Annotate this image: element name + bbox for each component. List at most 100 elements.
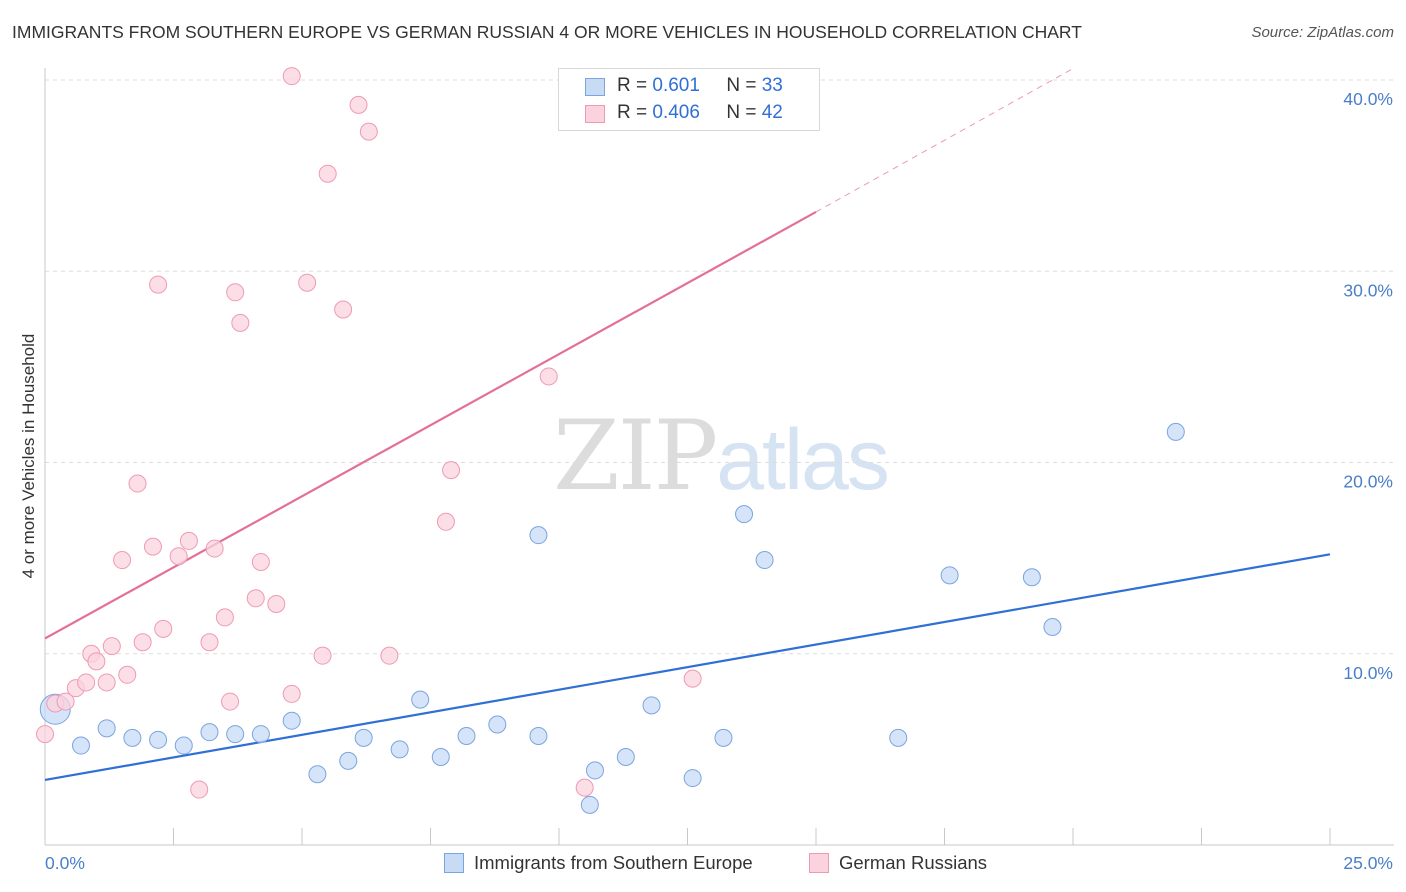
data-point-pink	[221, 692, 240, 711]
data-point-pink	[246, 589, 265, 608]
data-point-blue	[714, 728, 733, 747]
data-point-blue	[339, 751, 358, 770]
y-tick-label: 30.0%	[1343, 280, 1393, 300]
data-point-pink	[380, 646, 399, 665]
data-point-pink	[334, 300, 353, 319]
data-point-pink	[349, 95, 368, 114]
data-point-blue	[97, 719, 116, 738]
data-point-blue	[200, 723, 219, 742]
data-point-pink	[251, 552, 270, 571]
data-point-blue	[457, 726, 476, 745]
data-point-blue	[71, 736, 90, 755]
data-point-pink	[97, 673, 116, 692]
y-tick-label: 40.0%	[1343, 89, 1393, 109]
data-point-blue	[940, 566, 959, 585]
legend-swatch-blue	[585, 78, 605, 96]
data-point-blue	[683, 769, 702, 788]
y-tick-label: 20.0%	[1343, 472, 1393, 492]
bottom-legend-pink: German Russians	[809, 852, 987, 874]
legend-text-blue: R = 0.601 N = 33	[617, 75, 783, 97]
data-point-pink	[179, 531, 198, 550]
x-tick-label: 0.0%	[45, 853, 85, 873]
data-point-pink	[318, 164, 337, 183]
data-point-pink	[77, 673, 96, 692]
data-point-blue	[308, 765, 327, 784]
data-point-pink	[200, 633, 219, 652]
data-point-blue	[735, 505, 754, 524]
data-point-blue	[642, 696, 661, 715]
data-point-blue	[889, 728, 908, 747]
legend-r-label: R =	[617, 102, 648, 123]
data-point-pink	[190, 780, 209, 799]
bottom-legend-swatch-blue	[444, 853, 464, 873]
x-tick-label: 25.0%	[1343, 853, 1393, 873]
legend-r-label: R =	[617, 75, 648, 96]
data-point-blue	[226, 725, 245, 744]
legend: R = 0.601 N = 33 R = 0.406 N = 42	[558, 68, 820, 131]
data-point-pink	[359, 122, 378, 141]
data-point-blue	[174, 736, 193, 755]
data-point-pink	[36, 725, 54, 744]
data-point-pink	[575, 778, 594, 797]
data-point-blue	[411, 690, 430, 709]
legend-text-pink: R = 0.406 N = 42	[617, 102, 783, 124]
watermark: ZIPatlas	[553, 400, 890, 512]
data-point-blue	[580, 795, 599, 814]
data-point-pink	[215, 608, 234, 627]
data-point-pink	[683, 669, 702, 688]
axes	[44, 68, 1394, 846]
bottom-legend-label-pink: German Russians	[839, 852, 988, 873]
data-point-blue	[251, 725, 270, 744]
legend-swatch-pink	[585, 105, 605, 123]
y-tick-label: 10.0%	[1343, 663, 1393, 683]
data-point-pink	[56, 692, 75, 711]
data-point-pink	[539, 367, 558, 386]
data-point-pink	[298, 273, 317, 292]
legend-n-value: 42	[761, 102, 783, 123]
data-point-blue	[282, 711, 301, 730]
trend-line-blue	[44, 553, 1331, 782]
data-point-pink	[102, 637, 121, 656]
data-point-pink	[133, 633, 152, 652]
bottom-legend-label-blue: Immigrants from Southern Europe	[474, 852, 753, 873]
data-point-pink	[442, 461, 461, 480]
bottom-legend-swatch-pink	[809, 853, 829, 873]
data-point-pink	[143, 537, 162, 556]
chart-title: IMMIGRANTS FROM SOUTHERN EUROPE VS GERMA…	[12, 22, 1082, 42]
watermark-atlas: atlas	[716, 412, 890, 508]
legend-n-label: N =	[726, 102, 757, 123]
data-point-pink	[231, 313, 250, 332]
data-point-blue	[1043, 617, 1062, 636]
data-point-blue	[431, 748, 450, 767]
data-point-pink	[282, 684, 301, 703]
tick-labels: 10.0% 20.0% 30.0% 40.0% 0.0% 25.0%	[45, 89, 1393, 873]
data-point-pink	[149, 275, 168, 294]
data-point-pink	[313, 646, 332, 665]
data-point-blue	[390, 740, 409, 759]
data-point-pink	[205, 539, 224, 558]
data-point-pink	[118, 665, 137, 684]
chart-source: Source: ZipAtlas.com	[1251, 24, 1394, 41]
data-point-blue	[616, 748, 635, 767]
data-point-blue	[1166, 422, 1185, 441]
legend-n-value: 33	[761, 75, 783, 96]
data-point-blue	[488, 715, 507, 734]
trend-line-pink	[44, 210, 817, 640]
trend-extension-pink	[815, 68, 1074, 213]
data-point-pink	[226, 283, 245, 302]
bottom-legend-blue: Immigrants from Southern Europe	[444, 852, 753, 874]
data-point-blue	[1022, 568, 1041, 587]
data-point-blue	[585, 761, 604, 780]
data-point-pink	[128, 474, 147, 493]
data-point-pink	[113, 551, 132, 570]
data-point-blue	[529, 726, 548, 745]
data-point-pink	[282, 67, 301, 86]
legend-n-label: N =	[726, 75, 757, 96]
data-point-pink	[169, 547, 188, 566]
grid-lines	[45, 79, 1394, 655]
data-points	[36, 67, 1185, 814]
legend-r-value: 0.601	[652, 75, 700, 96]
watermark-zip: ZIP	[553, 400, 718, 512]
data-point-blue	[149, 730, 168, 749]
